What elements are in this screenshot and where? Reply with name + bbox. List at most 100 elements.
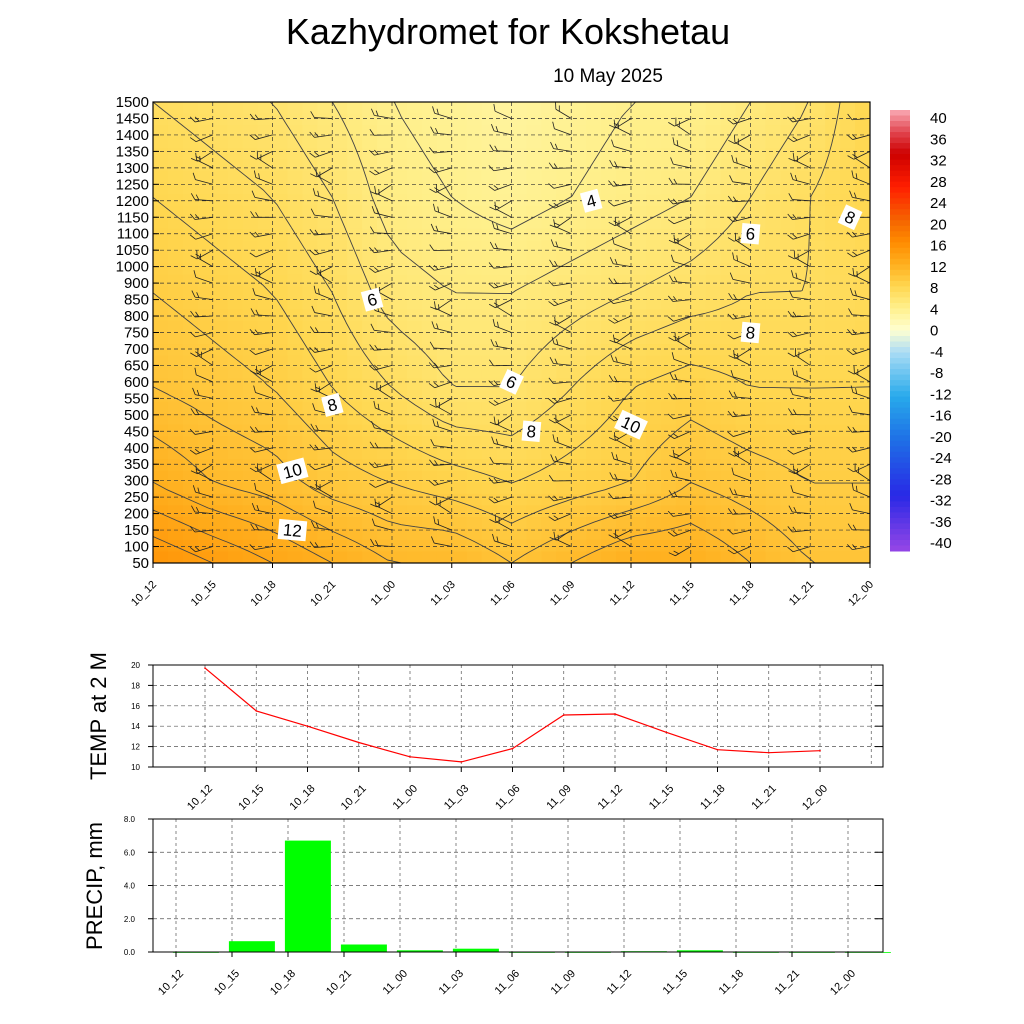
- temperature-cell: [825, 378, 841, 391]
- wind-barb-staff: [314, 233, 333, 236]
- temperature-cell: [406, 263, 423, 276]
- wind-barb-staff: [613, 398, 632, 402]
- wind-barb-flag: [494, 145, 498, 152]
- wind-barb-flag: [792, 152, 795, 161]
- main-x-tick-label: 11_03: [428, 579, 458, 609]
- wind-barb: [849, 287, 870, 300]
- wind-barb: [549, 529, 572, 541]
- wind-barb-flag: [374, 247, 379, 253]
- wind-barb: [608, 395, 632, 402]
- wind-barb-flag: [310, 173, 317, 178]
- wind-barb-flag: [190, 255, 198, 260]
- temperature-cell: [780, 551, 796, 563]
- main-y-tick-label: 300: [124, 473, 149, 490]
- wind-barb-flag: [190, 408, 196, 415]
- colorbar-swatch: [890, 154, 910, 161]
- temperature-cell: [765, 424, 781, 437]
- temperature-cell: [810, 309, 826, 322]
- wind-barb-flag: [732, 196, 737, 202]
- temperature-cell: [466, 182, 483, 195]
- wind-barb-staff: [254, 118, 273, 121]
- wind-barb-flag: [608, 124, 616, 129]
- wind-barb-staff: [613, 299, 632, 305]
- temperature-cell: [825, 182, 841, 195]
- temperature-cell: [451, 482, 468, 495]
- temperature-cell: [197, 539, 214, 553]
- wind-barb: [250, 523, 273, 531]
- wind-barb-flag: [197, 487, 200, 494]
- temperature-cell: [720, 217, 737, 230]
- temperature-cell: [197, 171, 214, 184]
- wind-barb-staff: [553, 363, 572, 366]
- wind-barb-flag: [793, 468, 799, 472]
- temperature-cell: [153, 205, 169, 218]
- wind-barb: [490, 339, 512, 350]
- temperature-cell: [855, 378, 870, 391]
- wind-barb-staff: [852, 118, 870, 121]
- wind-barb-staff: [494, 183, 512, 191]
- main-y-tick-label: 850: [124, 292, 149, 309]
- contour-label-text: 6: [745, 224, 756, 244]
- temperature-cell: [272, 136, 289, 149]
- temperature-cell: [212, 390, 229, 403]
- wind-barb-staff: [255, 294, 273, 300]
- temperature-cell: [660, 251, 677, 264]
- temperature-cell: [302, 240, 318, 253]
- temperature-cell: [466, 240, 483, 253]
- temperature-cell: [765, 263, 781, 276]
- wind-barb-flag: [668, 122, 675, 127]
- temperature-cell: [810, 390, 826, 403]
- temperature-cell: [780, 240, 796, 253]
- wind-barb: [249, 426, 273, 433]
- wind-barb-staff: [196, 374, 213, 383]
- temperature-cell: [526, 493, 542, 506]
- temperature-cell: [541, 528, 557, 541]
- temperature-cell: [257, 205, 274, 218]
- temperature-cell: [705, 274, 722, 288]
- temperature-cell: [496, 125, 513, 138]
- temperature-cell: [451, 102, 468, 115]
- temperature-cell: [227, 125, 244, 138]
- temperature-cell: [272, 148, 289, 161]
- temperature-cell: [825, 263, 841, 276]
- temperature-cell: [660, 378, 677, 391]
- temperature-cell: [675, 171, 692, 184]
- temp-x-tick-label: 10_18: [288, 783, 318, 813]
- temperature-contours: [153, 102, 870, 563]
- wind-barb: [192, 387, 213, 399]
- wind-barb-staff: [613, 360, 632, 366]
- wind-barb: [313, 500, 333, 514]
- temperature-cell: [675, 551, 692, 563]
- temperature-cell: [631, 401, 647, 414]
- wind-barb-staff: [256, 274, 273, 284]
- main-y-tick-label: 1400: [116, 127, 149, 144]
- temperature-cell: [750, 413, 767, 426]
- temperature-cell: [810, 148, 826, 161]
- wind-barb: [190, 463, 214, 475]
- temperature-cell: [466, 159, 483, 172]
- wind-barb-flag: [436, 496, 438, 504]
- colorbar-swatch: [890, 484, 910, 491]
- temperature-cell: [332, 251, 348, 264]
- temperature-cell: [765, 459, 781, 472]
- wind-barb-flag: [196, 389, 200, 396]
- temperature-cell: [436, 459, 453, 472]
- wind-barb: [190, 249, 213, 260]
- temperature-cell: [526, 297, 542, 311]
- wind-barb-flag: [612, 334, 615, 342]
- temperature-cell: [601, 240, 617, 253]
- temperature-cell: [287, 436, 303, 449]
- wind-barb-flag: [312, 188, 316, 196]
- main-y-tick-label: 1050: [116, 242, 149, 259]
- wind-barb-staff: [254, 430, 273, 433]
- temperature-cell: [631, 539, 647, 553]
- wind-barb-staff: [673, 216, 691, 225]
- colorbar-tick-label: -28: [930, 471, 952, 488]
- wind-barb: [608, 180, 632, 187]
- temperature-cell: [645, 251, 662, 264]
- temperature-cell: [227, 320, 244, 334]
- wind-barb-flag: [433, 264, 439, 270]
- wind-barb-flag: [673, 453, 680, 457]
- temperature-cell: [735, 367, 752, 380]
- temperature-cell: [257, 217, 274, 230]
